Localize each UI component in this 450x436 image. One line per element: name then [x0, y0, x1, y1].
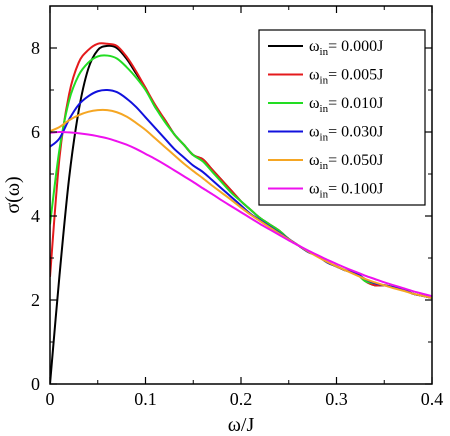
- axis-ticks: 0 0.1 0.2 0.3 0.4 0 2 4 6 8: [31, 6, 443, 409]
- x-tick-label: 0.2: [230, 389, 253, 409]
- series-line-2: [50, 54, 432, 299]
- plot-lines: [50, 42, 432, 384]
- legend-label-4: ωin= 0.050J: [309, 152, 383, 172]
- legend: ωin= 0.000J ωin= 0.005J ωin= 0.010J ωin= 0.…: [258, 29, 426, 206]
- x-tick-label: 0.3: [325, 389, 348, 409]
- y-axis-label: σ(ω): [2, 176, 24, 213]
- series-line-5: [50, 130, 432, 298]
- x-tick-label: 0.4: [421, 389, 444, 409]
- series-line-4: [50, 108, 432, 299]
- legend-label-5: ωin= 0.100J: [309, 181, 383, 201]
- legend-box: [258, 29, 426, 206]
- legend-label-0: ωin= 0.000J: [309, 38, 383, 58]
- x-tick-label: 0.1: [134, 389, 157, 409]
- y-tick-label: 6: [31, 122, 40, 142]
- x-tick-label: 0: [46, 389, 55, 409]
- legend-label-2: ωin= 0.010J: [309, 95, 383, 115]
- y-tick-label: 2: [31, 290, 40, 310]
- y-tick-label: 8: [31, 38, 40, 58]
- y-tick-label: 0: [31, 374, 40, 394]
- x-axis-label: ω/J: [228, 414, 255, 436]
- y-tick-label: 4: [31, 206, 40, 226]
- legend-label-3: ωin= 0.030J: [309, 124, 383, 144]
- legend-label-1: ωin= 0.005J: [309, 67, 383, 87]
